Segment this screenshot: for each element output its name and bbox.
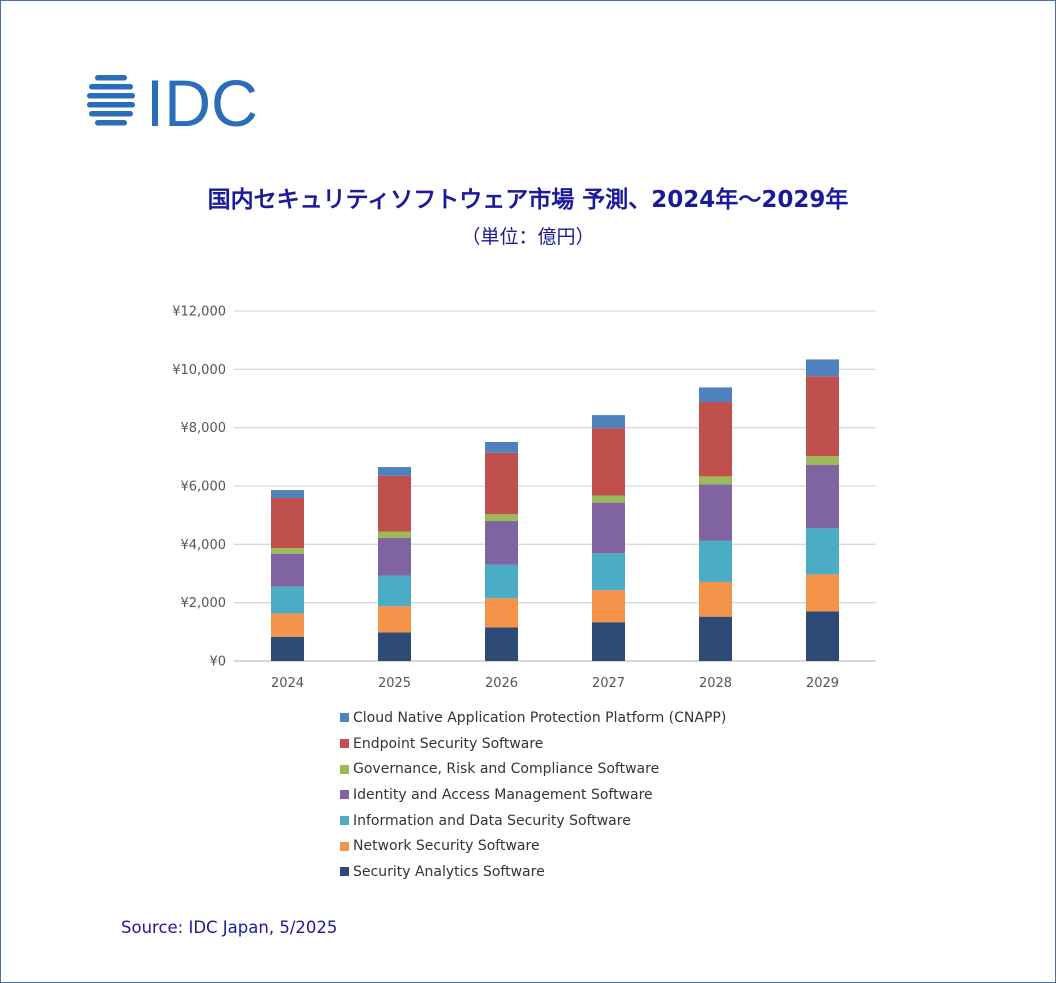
bar-segment	[806, 456, 839, 465]
bar-segment	[378, 531, 411, 538]
y-tick-label: ¥4,000	[181, 538, 227, 553]
bar-segment	[592, 415, 625, 429]
legend-item: Endpoint Security Software	[340, 731, 726, 757]
bar-segment	[378, 575, 411, 607]
bar-segment	[592, 428, 625, 496]
bar-segment	[378, 467, 411, 476]
y-tick-label: ¥0	[209, 655, 226, 670]
x-tick-label: 2025	[378, 676, 411, 691]
bar-segment	[592, 553, 625, 591]
legend-label: Identity and Access Management Software	[353, 786, 653, 803]
idc-logo-globe-icon	[87, 75, 135, 126]
y-tick-label: ¥8,000	[181, 421, 227, 436]
bar-segment	[378, 606, 411, 633]
bar-segment	[806, 359, 839, 377]
bar-segment	[271, 636, 304, 661]
bar-segment	[699, 616, 732, 661]
legend-swatch	[340, 713, 349, 723]
bar-segment	[592, 590, 625, 623]
bar-segment	[378, 632, 411, 661]
bar-segment	[271, 613, 304, 637]
bar-segment	[271, 548, 304, 554]
bar-segment	[592, 502, 625, 554]
legend-swatch	[340, 764, 349, 774]
bar-segment	[592, 622, 625, 661]
bar-segment	[271, 497, 304, 549]
axis-labels: ¥0 ¥2,000 ¥4,000 ¥6,000 ¥8,000 ¥10,000 ¥12,000…	[172, 305, 839, 692]
x-tick-label: 2027	[592, 676, 625, 691]
bar-segment	[806, 376, 839, 457]
bar-segment	[485, 598, 518, 628]
chart-title: 国内セキュリティソフトウェア市場 予測、2024年～2029年	[207, 187, 849, 213]
x-tick-label: 2026	[485, 676, 518, 691]
legend-swatch	[340, 841, 349, 851]
bar-segment	[806, 611, 839, 661]
bar-segment	[806, 574, 839, 612]
bar-segment	[271, 553, 304, 587]
bar-segment	[699, 402, 732, 477]
bar-segment	[378, 537, 411, 576]
bar-segment	[485, 564, 518, 599]
y-tick-label: ¥6,000	[181, 480, 227, 495]
bar-segment	[485, 441, 518, 453]
x-tick-label: 2028	[699, 676, 732, 691]
legend-swatch	[340, 790, 349, 800]
bar-segment	[485, 521, 518, 565]
y-tick-label: ¥12,000	[172, 305, 226, 320]
bar-segment	[699, 540, 732, 582]
legend-label: Endpoint Security Software	[353, 735, 544, 752]
legend-item: Network Security Software	[340, 833, 726, 859]
legend-label: Information and Data Security Software	[353, 812, 631, 829]
legend-label: Network Security Software	[353, 838, 540, 855]
bar-segment	[806, 464, 839, 529]
bar-segment	[378, 475, 411, 532]
bars	[271, 359, 839, 661]
legend-swatch	[340, 816, 349, 826]
bar-segment	[699, 387, 732, 402]
y-tick-label: ¥2,000	[181, 596, 227, 611]
bar-segment	[806, 528, 839, 575]
legend-item: Cloud Native Application Protection Plat…	[340, 705, 726, 731]
legend-swatch	[340, 739, 349, 749]
legend-item: Identity and Access Management Software	[340, 782, 726, 808]
stacked-bar-chart: ¥0 ¥2,000 ¥4,000 ¥6,000 ¥8,000 ¥10,000 ¥12,000…	[172, 305, 876, 692]
bar-segment	[271, 586, 304, 614]
legend-label: Security Analytics Software	[353, 863, 545, 880]
source-note: Source: IDC Japan, 5/2025	[121, 918, 338, 937]
legend-label: Governance, Risk and Compliance Software	[353, 761, 660, 778]
bar-segment	[592, 495, 625, 503]
bar-segment	[485, 627, 518, 661]
legend-item: Security Analytics Software	[340, 859, 726, 885]
idc-logo: IDC	[87, 70, 258, 130]
bar-segment	[485, 452, 518, 515]
legend-item: Information and Data Security Software	[340, 808, 726, 834]
legend-item: Governance, Risk and Compliance Software	[340, 756, 726, 782]
idc-logo-wordmark: IDC	[146, 70, 258, 130]
gridlines	[234, 310, 876, 662]
legend-label: Cloud Native Application Protection Plat…	[353, 709, 727, 726]
bar-segment	[699, 484, 732, 541]
bar-segment	[699, 581, 732, 617]
bar-segment	[485, 514, 518, 521]
bar-segment	[699, 476, 732, 485]
x-tick-label: 2024	[271, 676, 304, 691]
y-tick-label: ¥10,000	[172, 363, 226, 378]
chart-subtitle: （単位：億円）	[461, 226, 595, 248]
x-tick-label: 2029	[806, 676, 839, 691]
legend-swatch	[340, 867, 349, 877]
bar-segment	[271, 490, 304, 498]
chart-legend: Cloud Native Application Protection Plat…	[340, 705, 726, 885]
